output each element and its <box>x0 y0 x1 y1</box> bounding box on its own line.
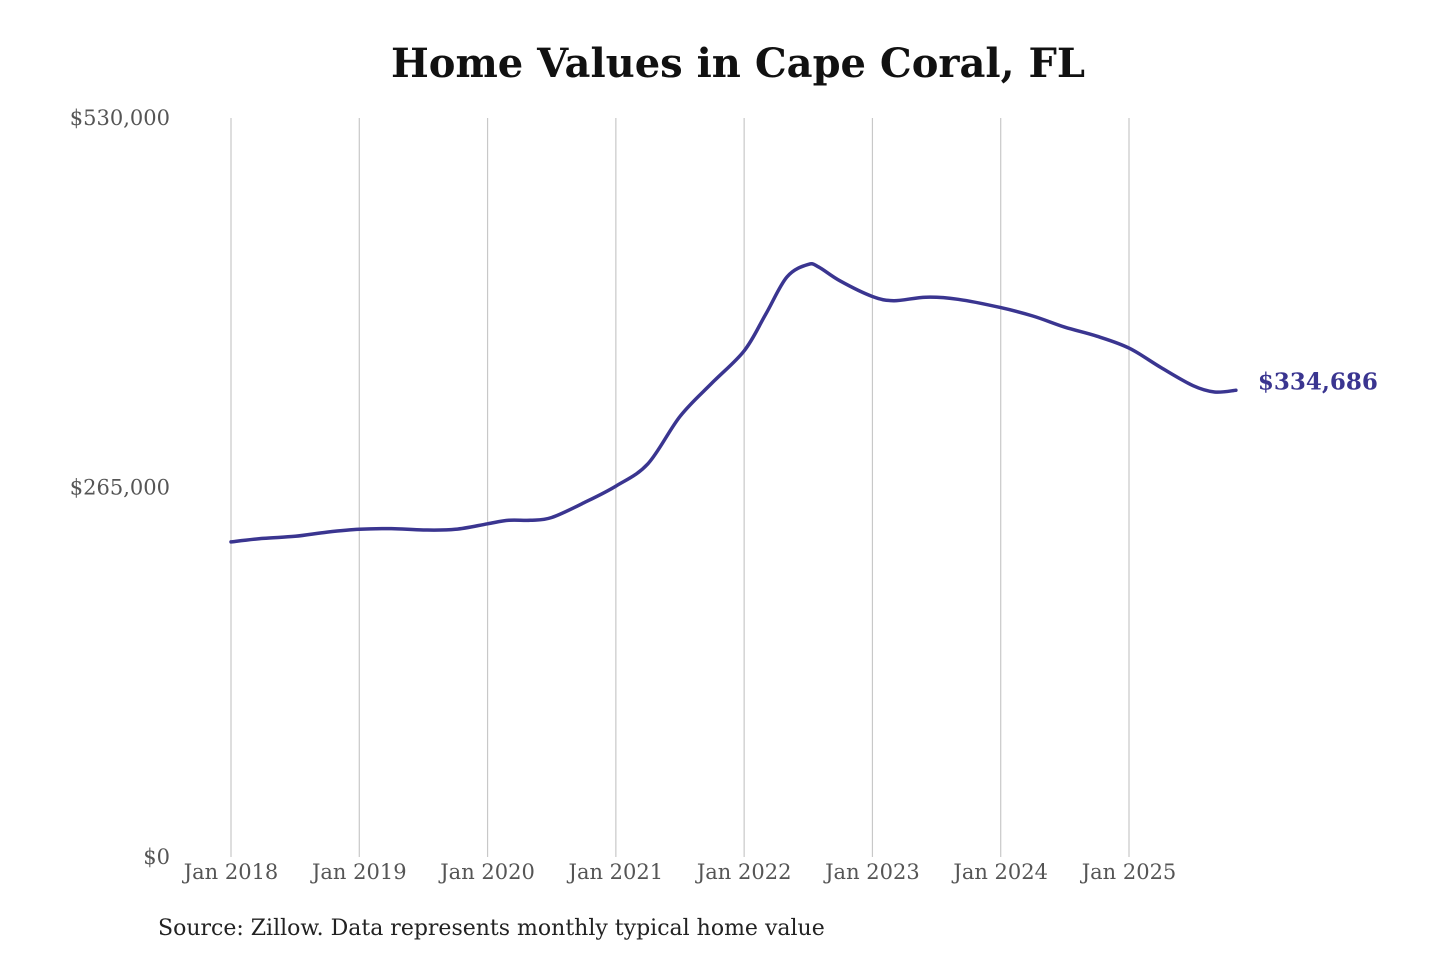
y-tick-label: $530,000 <box>70 106 170 130</box>
chart-source-note: Source: Zillow. Data represents monthly … <box>158 916 825 941</box>
x-tick-label: Jan 2023 <box>823 860 920 884</box>
series-line-0 <box>229 262 1238 544</box>
x-tick-label: Jan 2018 <box>182 860 279 884</box>
x-tick-label: Jan 2024 <box>951 860 1048 884</box>
end-value-label: $334,686 <box>1258 368 1378 395</box>
x-tick-label: Jan 2025 <box>1080 860 1177 884</box>
x-axis-tick-labels: Jan 2018 Jan 2019 Jan 2020 Jan 2021 Jan 2022… <box>182 860 1177 884</box>
end-value-label-layer: $334,686 <box>1258 368 1378 395</box>
series-layer <box>229 262 1238 544</box>
x-tick-label: Jan 2019 <box>310 860 407 884</box>
grid-lines <box>230 118 1130 857</box>
y-axis-tick-labels: $0 $265,000 $530,000 <box>70 106 170 869</box>
chart-title: Home Values in Cape Coral, FL <box>390 40 1085 87</box>
x-tick-label: Jan 2020 <box>438 860 535 884</box>
y-tick-label: $0 <box>143 845 170 869</box>
x-tick-label: Jan 2022 <box>695 860 792 884</box>
y-tick-label: $265,000 <box>70 476 170 500</box>
x-tick-label: Jan 2021 <box>567 860 664 884</box>
